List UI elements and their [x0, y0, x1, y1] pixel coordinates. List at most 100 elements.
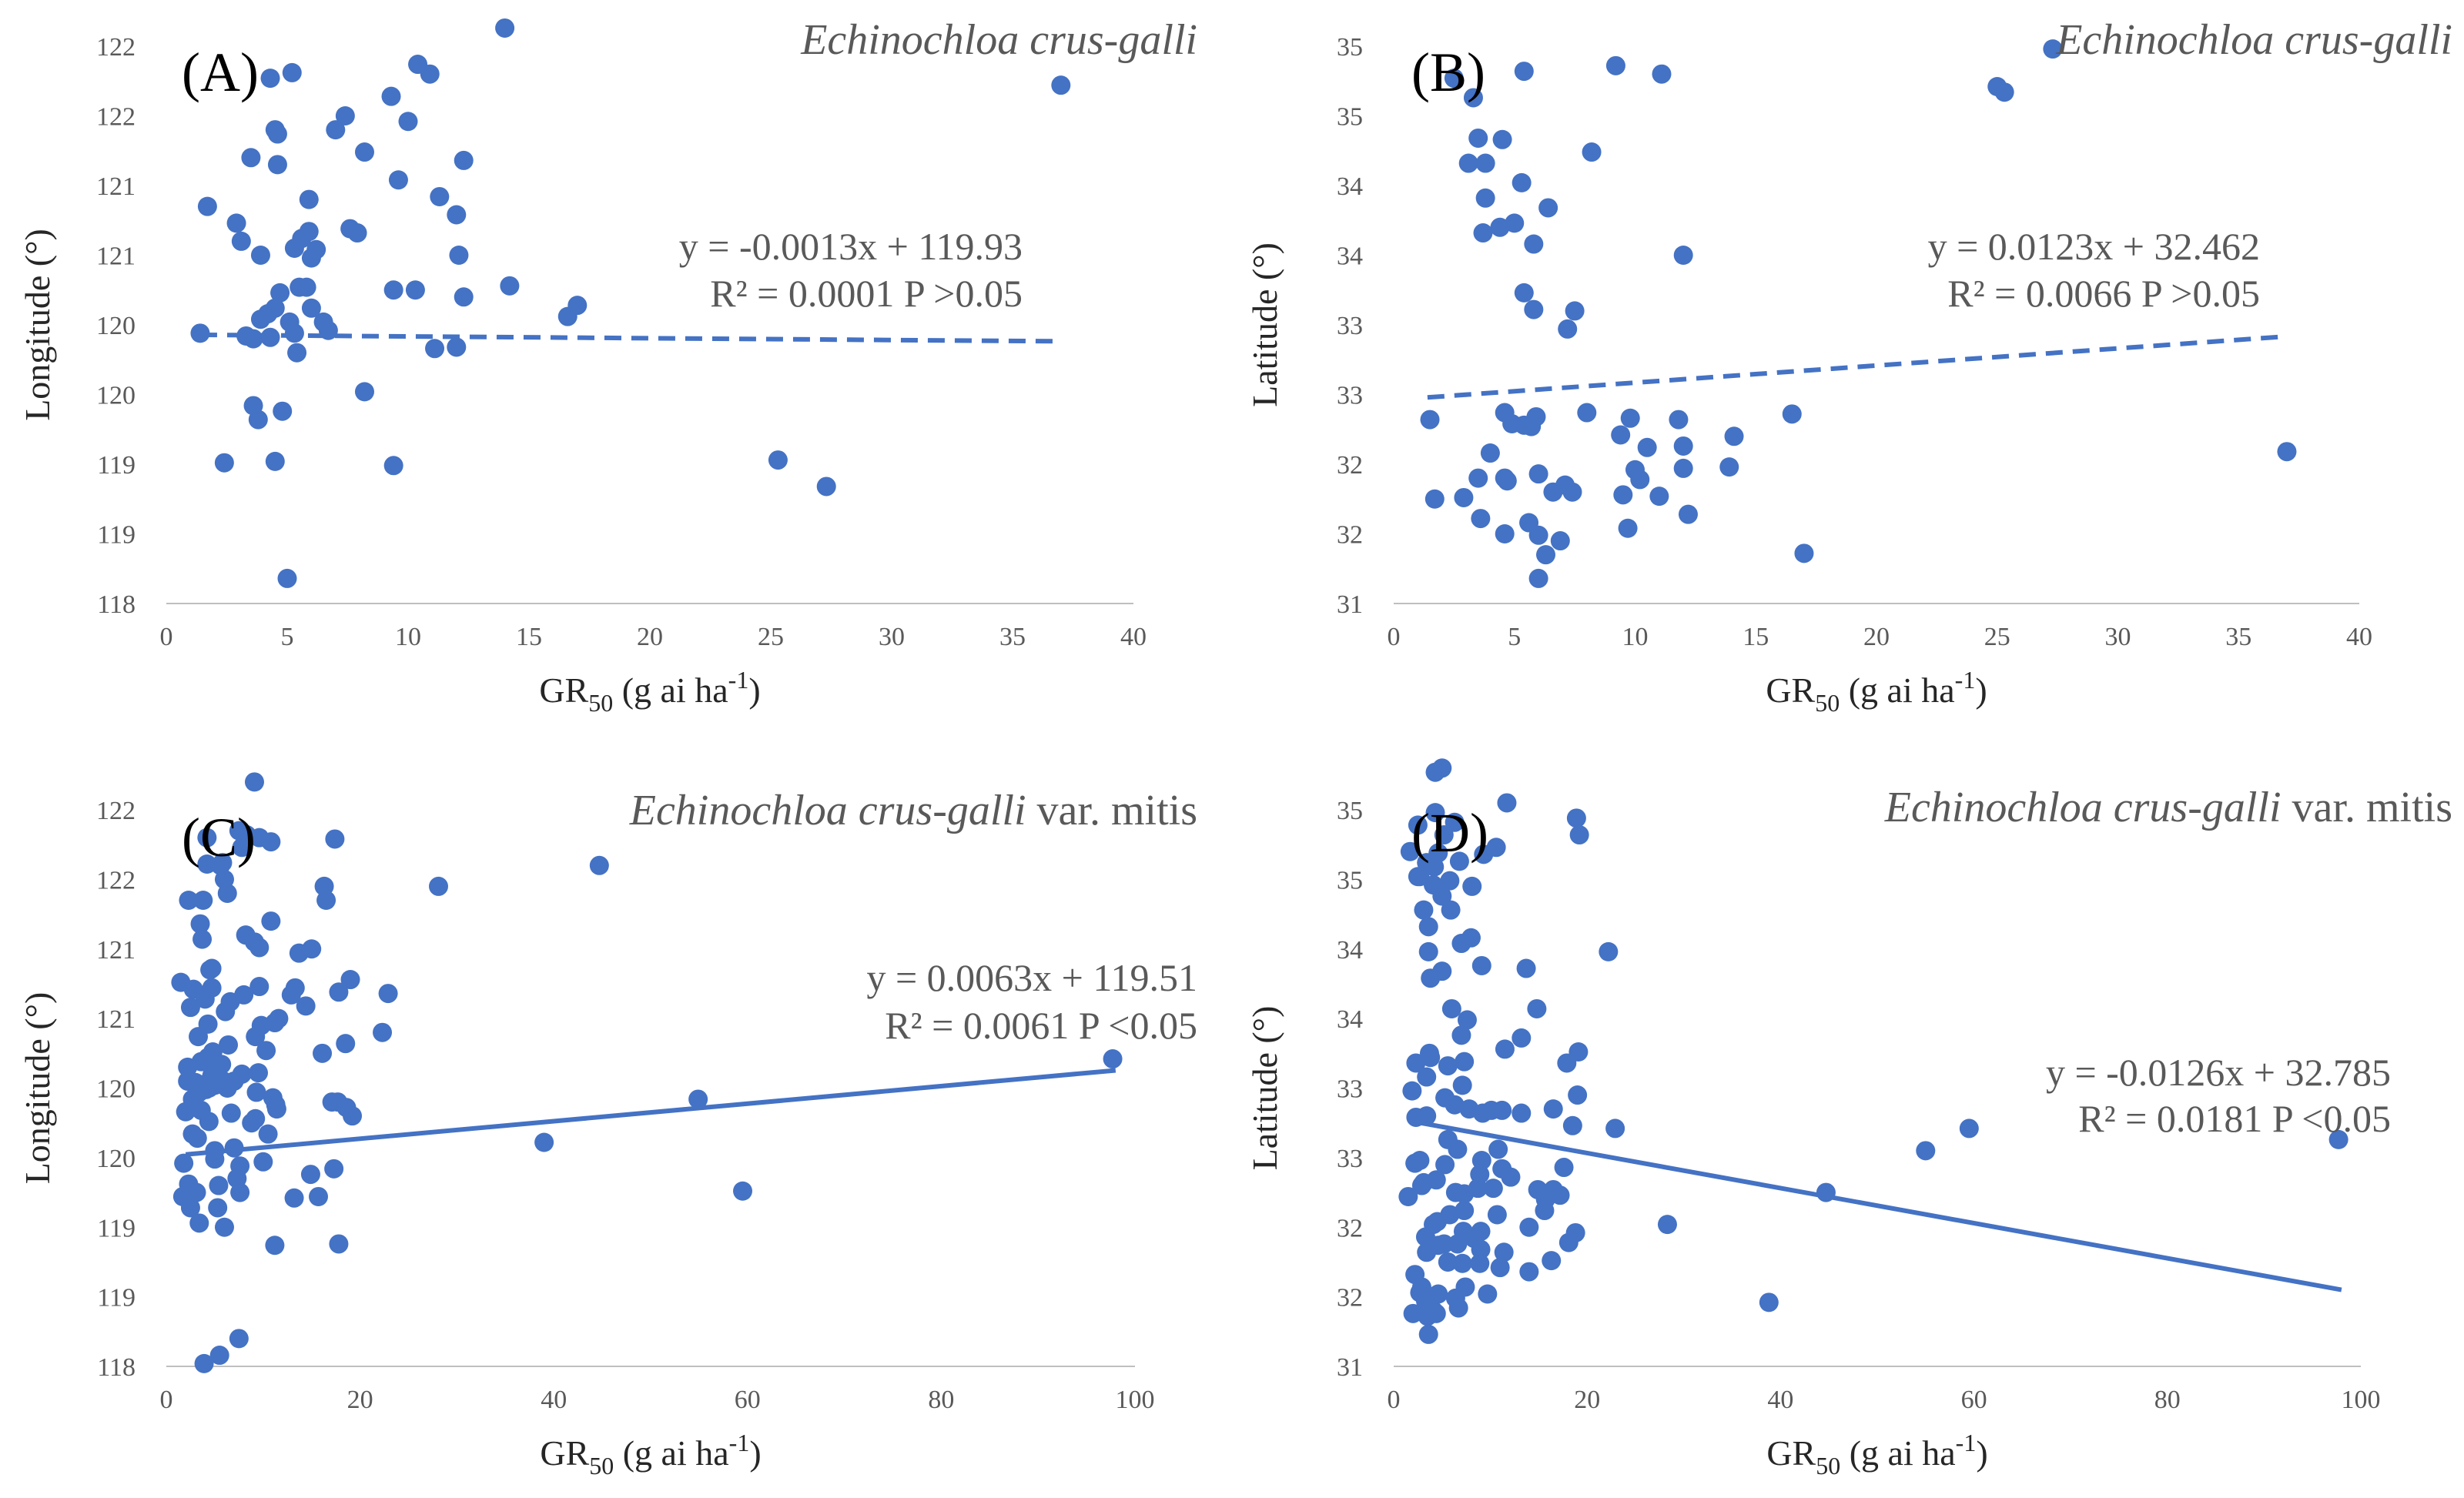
data-point [287, 343, 307, 363]
data-point [180, 998, 200, 1018]
data-point [1470, 1253, 1490, 1273]
data-point [302, 939, 322, 959]
data-point [1478, 1284, 1498, 1304]
data-point [1402, 1081, 1422, 1101]
y-tick-label: 118 [97, 1353, 136, 1382]
data-point [296, 277, 316, 297]
data-point [1487, 1205, 1507, 1225]
data-point [231, 231, 251, 251]
data-point [1527, 998, 1547, 1018]
x-tick-label: 15 [1743, 623, 1769, 651]
data-point [179, 890, 199, 910]
data-point [335, 106, 355, 125]
data-point [1441, 900, 1461, 920]
y-tick-label: 34 [1337, 242, 1363, 271]
data-point [296, 996, 316, 1016]
data-point [1461, 928, 1481, 948]
trendline [199, 332, 1061, 344]
data-point [1637, 437, 1657, 457]
data-point [1471, 1222, 1491, 1242]
y-tick-label: 119 [97, 521, 136, 550]
data-point [266, 1099, 286, 1119]
data-point [1565, 1222, 1585, 1242]
data-point [1448, 1298, 1468, 1318]
data-point [1420, 410, 1440, 430]
y-tick-label: 33 [1337, 382, 1363, 410]
data-point [1562, 1115, 1582, 1135]
data-point [405, 280, 425, 300]
data-point [318, 320, 338, 340]
data-point [589, 855, 609, 875]
data-point [447, 337, 467, 357]
data-point [265, 451, 285, 471]
y-axis-title: Longitude (°) [18, 992, 57, 1185]
y-tick-label: 32 [1337, 1284, 1363, 1312]
data-point [816, 476, 836, 497]
data-point [329, 982, 349, 1002]
species-title: Echinochloa crus-galli [800, 16, 1197, 64]
y-axis-title: Longitude (°) [18, 229, 57, 421]
y-tick-label: 34 [1337, 936, 1363, 965]
y-tick-label: 121 [96, 172, 136, 201]
data-point [197, 828, 217, 848]
data-point [1542, 1251, 1562, 1271]
x-tick-label: 30 [2105, 623, 2131, 651]
data-point [1445, 1095, 1465, 1115]
data-point [253, 1152, 273, 1172]
trendline [1427, 334, 2288, 400]
y-tick-label: 119 [97, 451, 136, 480]
data-point [1816, 1182, 1836, 1202]
data-point [1618, 518, 1638, 538]
data-point [1916, 1141, 1936, 1161]
y-tick-label: 34 [1337, 172, 1363, 201]
data-point [1451, 1025, 1471, 1045]
data-point [265, 298, 285, 318]
data-point [1630, 470, 1650, 490]
y-tick-label: 35 [1337, 33, 1363, 62]
data-point [1558, 319, 1578, 339]
data-point [1462, 876, 1482, 896]
data-point [1480, 443, 1500, 463]
data-point [202, 978, 222, 998]
data-point [1432, 961, 1452, 981]
data-point [1495, 524, 1515, 543]
data-point [1673, 246, 1693, 265]
data-point [1438, 1252, 1458, 1272]
data-point [1673, 458, 1693, 478]
data-point [2043, 39, 2063, 59]
y-tick-label: 122 [96, 103, 136, 132]
data-point [1620, 408, 1640, 428]
data-point [243, 329, 263, 349]
data-point [1497, 793, 1517, 813]
y-axis-title: Latitude (°) [1245, 1006, 1284, 1171]
data-point [250, 246, 270, 265]
data-point [1495, 1039, 1515, 1059]
data-point [1994, 82, 2014, 102]
data-point [277, 568, 297, 588]
data-point [230, 1156, 250, 1176]
panel-label: (D) [1411, 802, 1488, 864]
data-point [454, 150, 474, 170]
x-tick-label: 40 [1120, 623, 1147, 651]
data-point [1421, 1048, 1441, 1068]
data-point [180, 1198, 200, 1218]
regression-equation: y = 0.0063x + 119.51 [866, 956, 1197, 999]
data-point [194, 1353, 214, 1373]
data-point [447, 205, 467, 225]
data-point [232, 1064, 252, 1084]
data-point [1408, 815, 1428, 835]
data-point [1649, 487, 1669, 507]
x-axis-title: GR50 (g ai ha-1) [1766, 1429, 1987, 1480]
panel-label: (A) [182, 42, 259, 103]
x-axis-title: GR50 (g ai ha-1) [539, 666, 760, 717]
data-point [284, 1188, 304, 1208]
data-point [1528, 525, 1548, 545]
data-point [1501, 1167, 1521, 1187]
data-point [198, 1014, 218, 1034]
data-point [189, 1213, 209, 1233]
data-point [388, 170, 408, 190]
data-point [425, 339, 445, 359]
data-point [260, 69, 280, 89]
y-axis-title: Latitude (°) [1245, 242, 1284, 407]
